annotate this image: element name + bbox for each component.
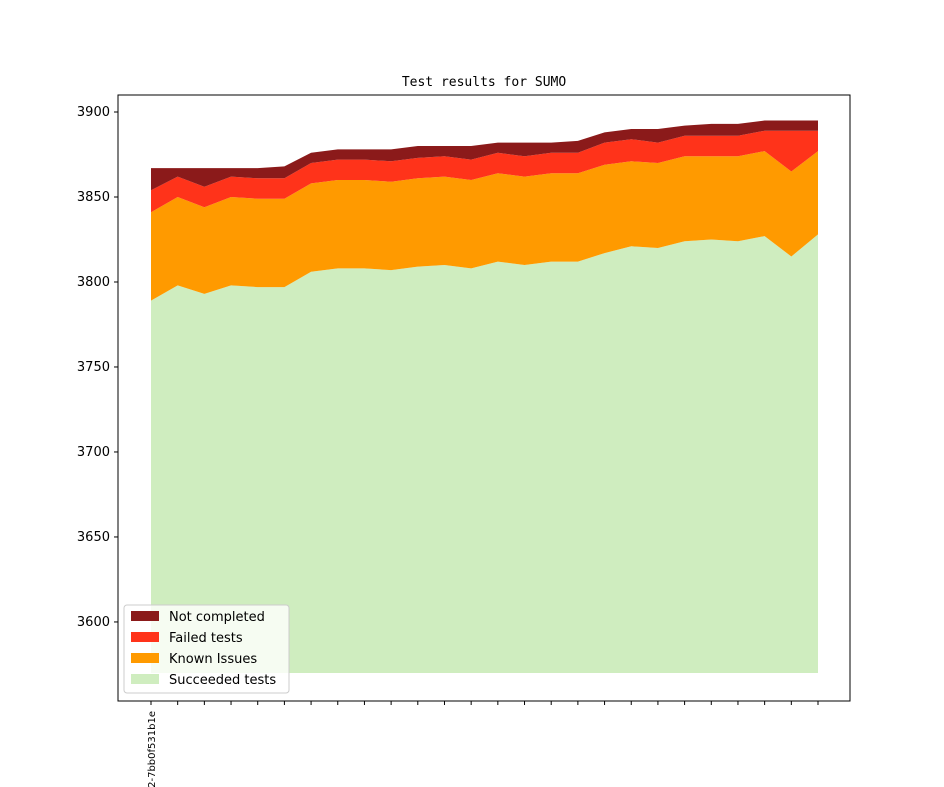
y-tick-label: 3900 bbox=[77, 105, 110, 120]
y-tick-label: 3800 bbox=[77, 275, 110, 290]
legend: Not completed Failed tests Known Issues Suc… bbox=[123, 604, 290, 694]
legend-swatch bbox=[131, 632, 159, 642]
y-tick-label: 3600 bbox=[77, 615, 110, 630]
legend-box bbox=[123, 604, 290, 694]
area-known-issues bbox=[151, 151, 818, 301]
legend-label: Not completed bbox=[169, 610, 265, 625]
area-succeeded-tests bbox=[151, 234, 818, 673]
area-failed-tests bbox=[151, 130, 818, 213]
plot-frame bbox=[117, 94, 851, 702]
y-tick-label: 3700 bbox=[77, 445, 110, 460]
legend-label: Succeeded tests bbox=[169, 673, 276, 688]
chart-title: Test results for SUMO bbox=[402, 75, 567, 90]
legend-swatch bbox=[131, 611, 159, 621]
y-tick-label: 3850 bbox=[77, 190, 110, 205]
area-not-completed bbox=[151, 120, 818, 191]
legend-label: Known Issues bbox=[169, 652, 257, 667]
y-tick-label: 3750 bbox=[77, 360, 110, 375]
legend-swatch bbox=[131, 674, 159, 684]
y-tick-label: 3650 bbox=[77, 530, 110, 545]
legend-label: Failed tests bbox=[169, 631, 243, 646]
x-tick-label: 2-7bb0f531b1e bbox=[147, 711, 158, 787]
legend-swatch bbox=[131, 653, 159, 663]
